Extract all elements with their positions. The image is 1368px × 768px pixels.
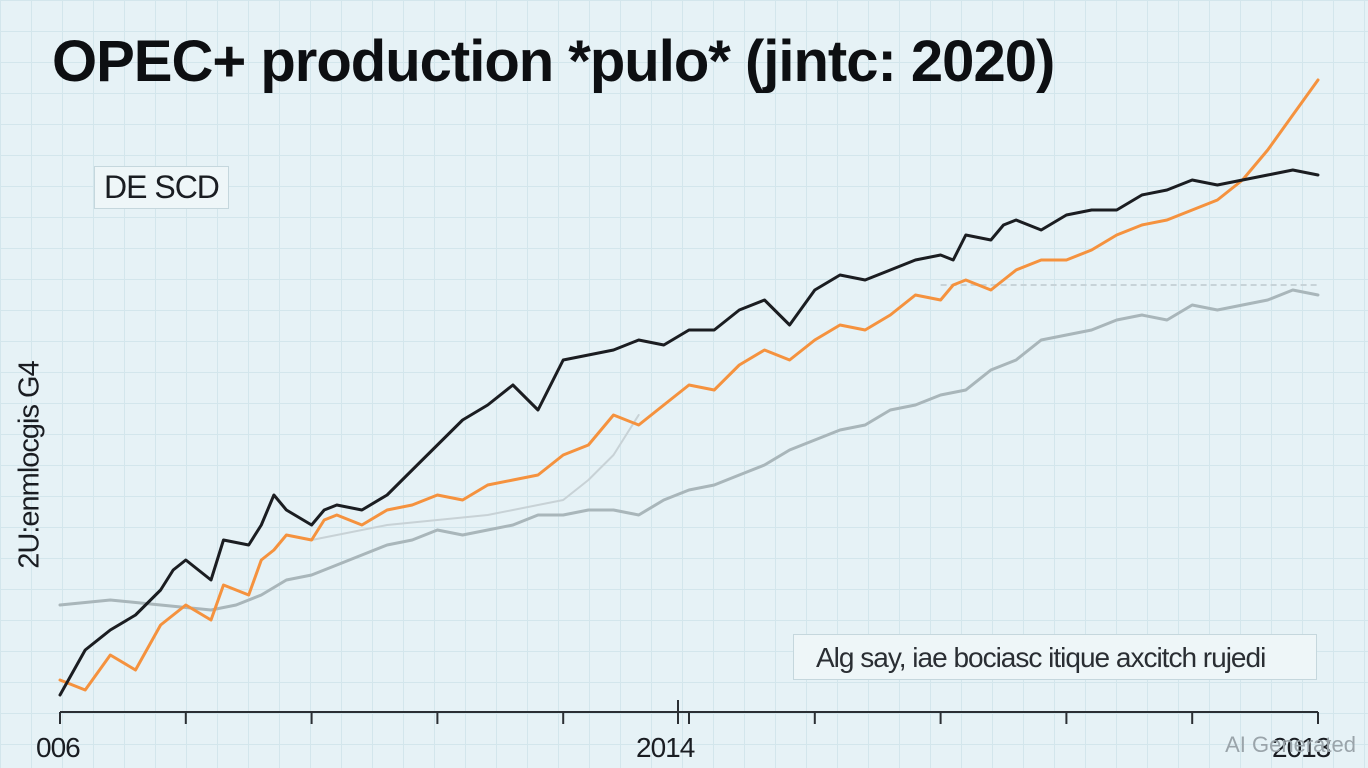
series-line-orange: [58, 78, 1320, 692]
series-line-light: [310, 414, 640, 541]
x-tick-label-end: 2013: [1272, 732, 1331, 763]
legend-label: DE SCD: [94, 166, 229, 209]
x-tick-label-start: 006: [36, 732, 81, 763]
series-line-gray: [58, 288, 1320, 612]
x-tick-label-mid: 2014: [636, 732, 695, 763]
chart-title: OPEC+ production *pulo* (jintc: 2020): [52, 29, 1055, 94]
series-line-black: [58, 168, 1320, 697]
watermark: AI Generated: [1225, 732, 1356, 757]
chart-annotation: Alg say, iae bociasc itique axcitch ruje…: [793, 634, 1317, 680]
